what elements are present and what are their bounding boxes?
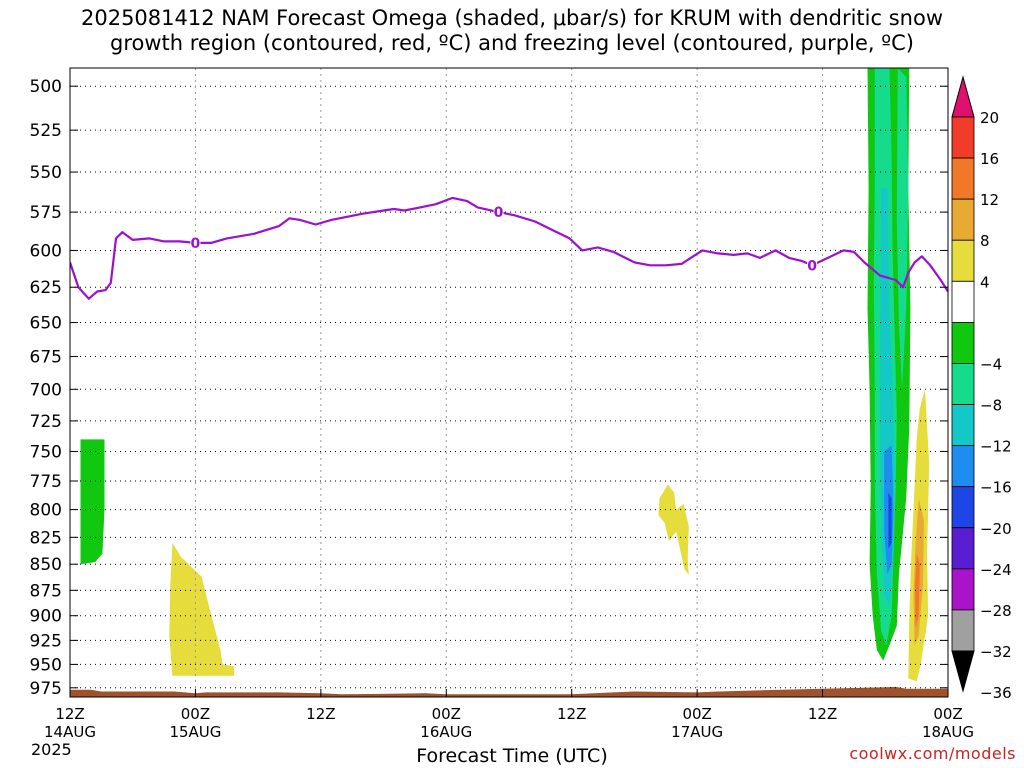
x-tick-label: 00Z [933,705,962,723]
colorbar-label: −16 [980,479,1012,497]
y-tick-label: 750 [30,442,62,462]
y-tick-label: 950 [30,655,62,675]
x-tick-label: 12Z [808,705,837,723]
x-tick-label: 00Z [432,705,461,723]
freezing-level-layer: 0 0 0 [70,196,948,300]
x-tick-date-label: 15AUG [169,723,221,741]
colorbar-top-triangle [951,75,975,118]
y-tick-label: 525 [30,121,62,141]
x-axis-title: Forecast Time (UTC) [416,745,608,767]
x-tick-year: 2025 [31,740,72,759]
y-tick-label: 700 [30,380,62,400]
colorbar-bin [951,404,975,447]
colorbar-label: −36 [980,684,1012,702]
y-tick-label: 725 [30,412,62,432]
colorbar-label: −32 [980,643,1012,661]
colorbar-label: −12 [980,438,1012,456]
y-tick-label: 650 [30,314,62,334]
y-tick-label: 575 [30,203,62,223]
x-tick-date-label: 17AUG [671,723,723,741]
colorbar-label: −4 [980,355,1002,373]
colorbar-bin [951,116,975,159]
colorbar-label: 8 [980,232,990,250]
chart-title-line1: 2025081412 NAM Forecast Omega (shaded, μ… [80,6,943,30]
freezing-level-label: 0 [494,205,504,221]
colorbar-bin [951,609,975,652]
colorbar-bin [951,321,975,364]
omega-region-yellow-17aug [658,484,689,575]
colorbar-label: −24 [980,561,1012,579]
colorbar-bin [951,239,975,282]
y-tick-label: 600 [30,241,62,261]
y-tick-label: 625 [30,278,62,298]
colorbar-label: 20 [980,109,999,127]
y-tick-label: 800 [30,501,62,521]
colorbar-label: −8 [980,397,1002,415]
freezing-level-label-bg [493,204,504,221]
colorbar-label: 4 [980,273,990,291]
freezing-level-line [70,196,948,300]
freezing-level-label-bg [190,234,201,251]
colorbar-label: −28 [980,602,1012,620]
colorbar-bin [951,486,975,529]
y-tick-label: 875 [30,581,62,601]
y-tick-label: 550 [30,163,62,183]
chart-title-line2: growth region (contoured, red, ºC) and f… [110,31,914,55]
colorbar-bin [951,280,975,323]
omega-region-ascent-darkblue [888,492,892,549]
y-tick-label: 925 [30,631,62,651]
colorbar-bin [951,157,975,200]
x-tick-label: 00Z [682,705,711,723]
omega-region-green-early [80,439,105,565]
colorbar-label: 12 [980,191,999,209]
y-tick-label: 675 [30,348,62,368]
x-tick-label: 12Z [55,705,84,723]
x-tick-label: 00Z [181,705,210,723]
x-tick-date-label: 14AUG [44,723,96,741]
x-tick-date-label: 16AUG [420,723,472,741]
y-tick-label: 850 [30,555,62,575]
freezing-level-label: 0 [807,258,817,274]
freezing-level-label-bg [807,257,818,274]
freezing-level-label: 0 [191,236,201,252]
x-tick-date-label: 18AUG [922,723,974,741]
colorbar-bin [951,568,975,611]
omega-region-descent-orange [915,553,920,628]
omega-region-yellow-15aug [169,542,235,676]
plot-frame [69,67,949,698]
colorbar-bin [951,363,975,405]
colorbar-bin [951,198,975,241]
omega-region-ascent-teal-upper [896,68,909,390]
terrain-band [70,686,948,697]
y-tick-label: 900 [30,607,62,627]
watermark: coolwx.com/models [849,744,1016,763]
x-tick-label: 12Z [557,705,586,723]
colorbar-label: 16 [980,150,999,168]
y-tick-label: 825 [30,528,62,548]
x-tick-label: 12Z [306,705,335,723]
y-tick-label: 975 [30,679,62,699]
y-tick-label: 500 [30,77,62,97]
y-tick-label: 775 [30,472,62,492]
colorbar-bin [951,527,975,570]
colorbar-bottom-triangle [951,650,975,693]
colorbar-label: −20 [980,520,1012,538]
colorbar-bin [951,445,975,488]
plot-fill-layer [70,68,948,697]
axes-layer: 500 525 550 575 600 625 650 675 700 725 750 775 800 8… [30,67,974,741]
chart-title: 2025081412 NAM Forecast Omega (shaded, μ… [0,6,1024,56]
colorbar: 20 16 12 8 4 −4 −8 −12 −16 −20 −24 −28 −32 −36 [951,75,1012,702]
